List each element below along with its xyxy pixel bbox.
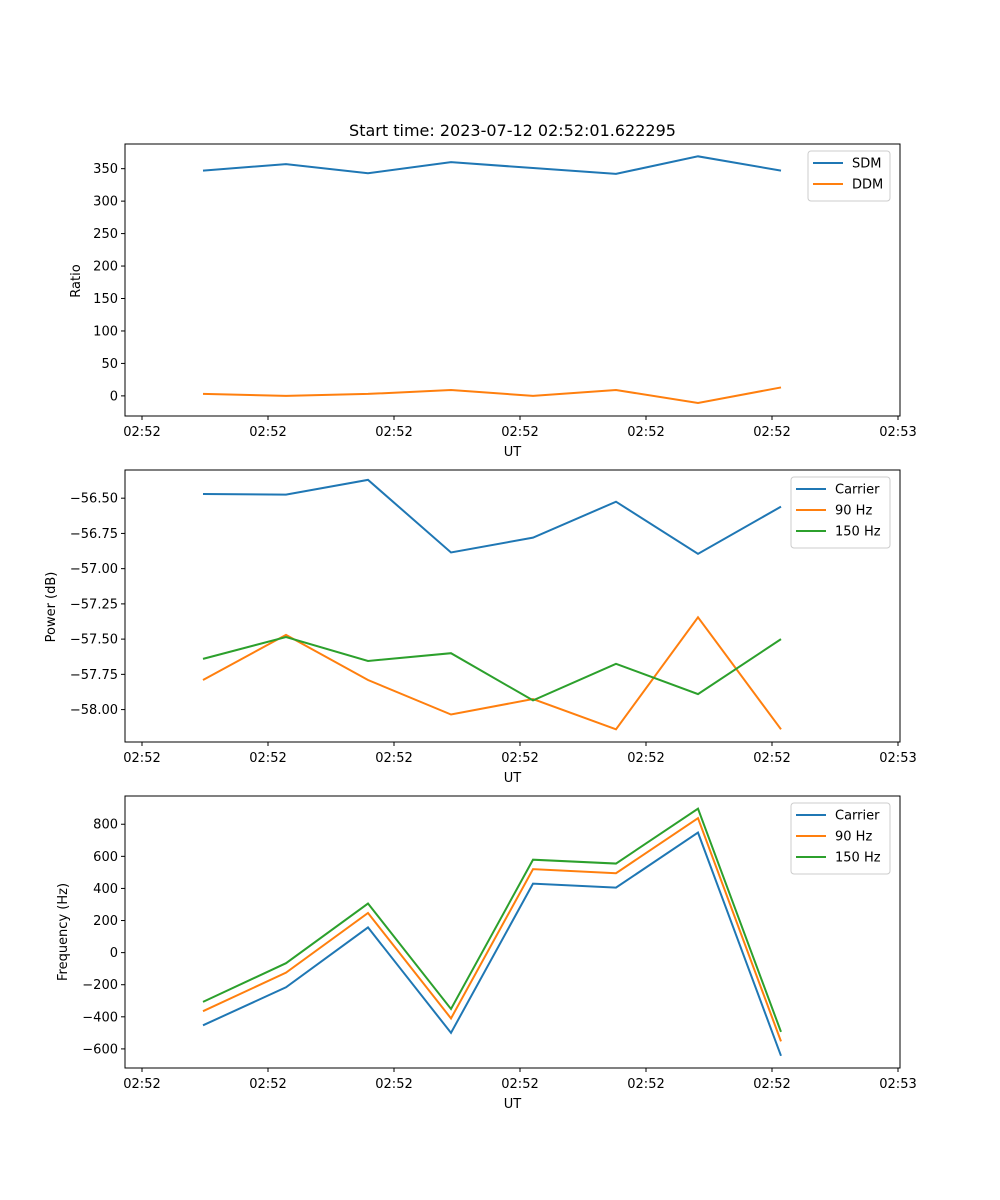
ratio-chart-line-ddm	[202, 386, 782, 405]
frequency-chart-x-tick-label: 02:52	[375, 1077, 412, 1092]
ratio-chart-x-tick-label: 02:52	[501, 425, 538, 440]
ratio-chart-x-label: UT	[504, 445, 522, 460]
power-chart-x-tick-label: 02:52	[753, 751, 790, 766]
frequency-chart-x-label: UT	[504, 1097, 522, 1112]
power-chart-y-tick-label: −57.00	[70, 562, 118, 577]
ratio-chart-y-tick-label: 0	[110, 389, 118, 404]
frequency-chart-y-tick-label: −400	[82, 1010, 118, 1025]
ratio-chart-x-tick-label: 02:52	[249, 425, 286, 440]
ratio-chart-y-tick-label: 50	[101, 357, 118, 372]
frequency-chart-x-tick-label: 02:52	[753, 1077, 790, 1092]
frequency-chart-legend: Carrier 90 Hz 150 Hz	[790, 802, 891, 875]
power-chart-x-tick-label: 02:52	[501, 751, 538, 766]
frequency-chart-y-tick-label: 0	[110, 946, 118, 961]
ratio-chart-axes-frame	[124, 143, 901, 417]
frequency-chart-y-tick-label: 400	[93, 882, 118, 897]
power-chart-x-tick-label: 02:52	[249, 751, 286, 766]
frequency-chart-x-tick-label: 02:52	[627, 1077, 664, 1092]
power-chart-legend-label-150-hz: 150 Hz	[835, 525, 881, 540]
frequency-chart-legend-label-150-hz: 150 Hz	[835, 851, 881, 866]
frequency-chart-line-150-hz	[202, 807, 782, 1033]
power-chart-x-tick-label: 02:52	[375, 751, 412, 766]
power-chart-x-tick-label: 02:52	[123, 751, 160, 766]
power-chart-line-90-hz	[202, 615, 782, 731]
frequency-chart-line-carrier	[202, 831, 782, 1057]
ratio-chart-y-label: Ratio	[69, 264, 84, 297]
ratio-chart-legend-label-ddm: DDM	[852, 178, 883, 193]
ratio-chart-y-tick-label: 100	[93, 324, 118, 339]
frequency-chart-y-tick-label: −600	[82, 1042, 118, 1057]
power-chart-y-tick-label: −56.50	[70, 492, 118, 507]
power-chart-y-tick-label: −56.75	[70, 527, 118, 542]
power-chart-legend-label-90-hz: 90 Hz	[835, 504, 872, 519]
frequency-chart: Frequency (Hz) UT −600 −400 −200 0 200 400 600…	[56, 795, 917, 1112]
ratio-chart: Ratio UT 0 50 100 150 200 250 300 350 02:52 02:52…	[69, 143, 917, 460]
ratio-chart-x-tick-label: 02:52	[123, 425, 160, 440]
power-chart-y-tick-label: −57.50	[70, 633, 118, 648]
ratio-chart-legend-label-sdm: SDM	[852, 157, 881, 172]
ratio-chart-y-tick-label: 300	[93, 195, 118, 210]
power-chart-y-tick-label: −57.75	[70, 668, 118, 683]
ratio-chart-x-tick-label: 02:52	[753, 425, 790, 440]
frequency-chart-y-tick-label: 200	[93, 914, 118, 929]
ratio-chart-x-tick-label: 02:52	[375, 425, 412, 440]
ratio-chart-legend: SDM DDM	[807, 150, 891, 202]
power-chart-x-label: UT	[504, 771, 522, 786]
frequency-chart-x-tick-label: 02:52	[123, 1077, 160, 1092]
ratio-chart-line-sdm	[202, 155, 782, 175]
frequency-chart-y-label: Frequency (Hz)	[56, 883, 71, 981]
ratio-chart-y-tick-label: 150	[93, 292, 118, 307]
frequency-chart-y-tick-label: 800	[93, 818, 118, 833]
power-chart-legend-label-carrier: Carrier	[835, 483, 880, 498]
power-chart-y-tick-label: −58.00	[70, 703, 118, 718]
frequency-chart-legend-label-carrier: Carrier	[835, 809, 880, 824]
frequency-chart-axes-frame	[124, 795, 901, 1069]
power-chart-line-carrier	[202, 478, 782, 556]
power-chart-legend: Carrier 90 Hz 150 Hz	[790, 476, 891, 549]
ratio-chart-x-tick-label: 02:53	[879, 425, 916, 440]
power-chart-x-tick-label: 02:53	[879, 751, 916, 766]
frequency-chart-y-tick-label: 600	[93, 850, 118, 865]
ratio-chart-y-tick-label: 200	[93, 260, 118, 275]
chart-title: Start time: 2023-07-12 02:52:01.622295	[349, 121, 676, 140]
power-chart-line-150-hz	[202, 635, 782, 702]
power-chart-y-label: Power (dB)	[44, 572, 59, 643]
frequency-chart-legend-label-90-hz: 90 Hz	[835, 830, 872, 845]
power-chart: Power (dB) UT −58.00 −57.75 −57.50 −57.25 −5…	[44, 469, 917, 786]
ratio-chart-y-tick-label: 250	[93, 227, 118, 242]
ratio-chart-x-tick-label: 02:52	[627, 425, 664, 440]
frequency-chart-x-tick-label: 02:53	[879, 1077, 916, 1092]
frequency-chart-x-tick-label: 02:52	[249, 1077, 286, 1092]
frequency-chart-line-90-hz	[202, 816, 782, 1042]
ratio-chart-y-tick-label: 350	[93, 162, 118, 177]
frequency-chart-x-tick-label: 02:52	[501, 1077, 538, 1092]
frequency-chart-y-tick-label: −200	[82, 978, 118, 993]
power-chart-x-tick-label: 02:52	[627, 751, 664, 766]
power-chart-axes-frame	[124, 469, 901, 743]
power-chart-y-tick-label: −57.25	[70, 597, 118, 612]
